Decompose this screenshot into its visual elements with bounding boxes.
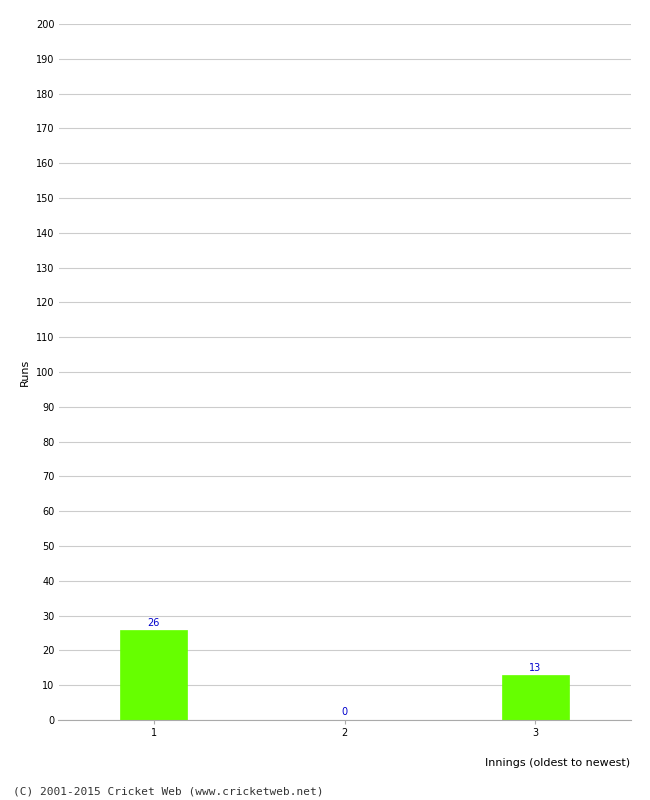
- Text: (C) 2001-2015 Cricket Web (www.cricketweb.net): (C) 2001-2015 Cricket Web (www.cricketwe…: [13, 786, 324, 796]
- Text: 13: 13: [529, 663, 541, 673]
- Text: 0: 0: [341, 707, 348, 718]
- Text: 26: 26: [148, 618, 160, 628]
- Bar: [502, 674, 569, 720]
- Bar: [120, 630, 187, 720]
- Text: Innings (oldest to newest): Innings (oldest to newest): [486, 758, 630, 768]
- Y-axis label: Runs: Runs: [20, 358, 31, 386]
